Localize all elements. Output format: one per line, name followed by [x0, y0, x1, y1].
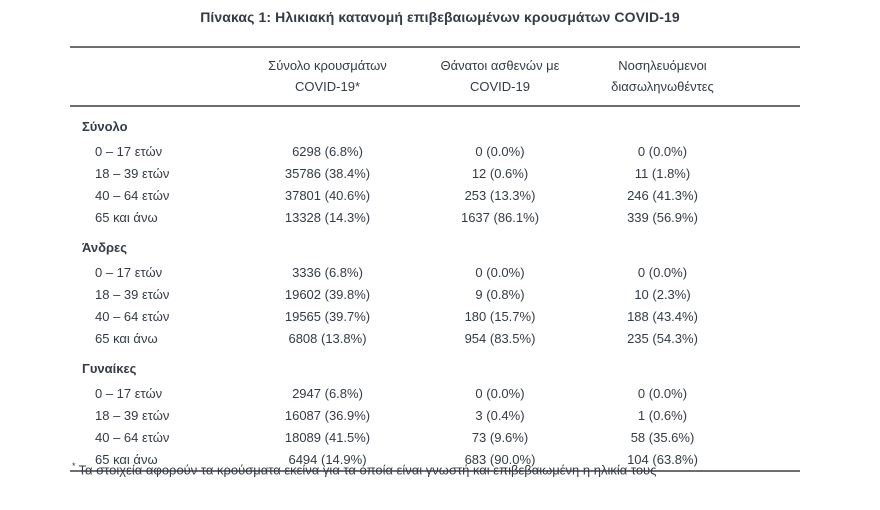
section-men: Άνδρες 0 – 17 ετών 3336 (6.8%) 0 (0.0%) … [70, 228, 800, 349]
cases-value: 6494 (14.9%) [288, 451, 367, 467]
column-header-cases-line2: COVID-19* [294, 79, 361, 94]
table-title: Πίνακας 1: Ηλικιακή κατανομή επιβεβαιωμέ… [200, 9, 680, 25]
table-row: 40 – 64 ετών 18089 (41.5%) 73 (9.6%) 58 … [70, 426, 800, 448]
section-header-women: Γυναίκες [70, 349, 800, 382]
section-header-men: Άνδρες [70, 228, 800, 261]
footnote-text: Τα στοιχεία αφορούν τα κρούσματα εκείνα … [78, 462, 657, 478]
age-group-label: 0 – 17 ετών [95, 143, 163, 159]
cases-value: 35786 (38.4%) [284, 165, 371, 181]
cases-value: 16087 (36.9%) [284, 407, 371, 423]
deaths-value: 9 (0.8%) [475, 286, 525, 302]
table-row: 0 – 17 ετών 6298 (6.8%) 0 (0.0%) 0 (0.0%… [70, 140, 800, 162]
header-spacer-cell [745, 47, 800, 106]
column-header-intubated: Νοσηλευόμενοι διασωληνωθέντες [580, 47, 745, 106]
cases-value: 13328 (14.3%) [284, 209, 371, 225]
table-row: 0 – 17 ετών 2947 (6.8%) 0 (0.0%) 0 (0.0%… [70, 382, 800, 404]
cases-value: 18089 (41.5%) [284, 429, 371, 445]
section-total: Σύνολο 0 – 17 ετών 6298 (6.8%) 0 (0.0%) … [70, 106, 800, 228]
table-row: 18 – 39 ετών 35786 (38.4%) 12 (0.6%) 11 … [70, 162, 800, 184]
section-title: Γυναίκες [82, 360, 137, 376]
age-group-label: 65 και άνω [95, 330, 158, 346]
age-group-label: 65 και άνω [95, 451, 158, 467]
intubated-value: 246 (41.3%) [627, 187, 698, 203]
table-row: 40 – 64 ετών 19565 (39.7%) 180 (15.7%) 1… [70, 305, 800, 327]
intubated-value: 104 (63.8%) [627, 451, 698, 467]
deaths-value: 0 (0.0%) [475, 385, 525, 401]
section-header-total: Σύνολο [70, 106, 800, 140]
column-header-cases: Σύνολο κρουσμάτων COVID-19* [235, 47, 420, 106]
deaths-value: 180 (15.7%) [464, 308, 536, 324]
age-group-label: 18 – 39 ετών [95, 407, 170, 423]
cases-value: 37801 (40.6%) [284, 187, 371, 203]
footnote: * Τα στοιχεία αφορούν τα κρούσματα εκείνα… [72, 458, 812, 478]
intubated-value: 0 (0.0%) [637, 264, 688, 280]
age-group-label: 18 – 39 ετών [95, 286, 170, 302]
intubated-value: 0 (0.0%) [637, 143, 688, 159]
deaths-value: 683 (90.0%) [464, 451, 536, 467]
column-header-intubated-line1: Νοσηλευόμενοι [618, 58, 707, 73]
column-header-deaths: Θάνατοι ασθενών με COVID-19 [420, 47, 580, 106]
deaths-value: 954 (83.5%) [464, 330, 536, 346]
footnote-marker: * [72, 461, 76, 471]
age-group-label: 65 και άνω [95, 209, 158, 225]
age-group-label: 40 – 64 ετών [95, 429, 170, 445]
deaths-value: 3 (0.4%) [475, 407, 525, 423]
column-header-cases-line1: Σύνολο κρουσμάτων [268, 58, 387, 73]
cases-value: 6808 (13.8%) [288, 330, 367, 346]
table-header: Σύνολο κρουσμάτων COVID-19* Θάνατοι ασθε… [70, 47, 800, 106]
table-row: 65 και άνω 6808 (13.8%) 954 (83.5%) 235 … [70, 327, 800, 349]
covid-age-distribution-table: Σύνολο κρουσμάτων COVID-19* Θάνατοι ασθε… [70, 46, 800, 472]
column-header-deaths-line2: COVID-19 [470, 79, 530, 94]
intubated-value: 58 (35.6%) [630, 429, 695, 445]
cases-value: 3336 (6.8%) [292, 264, 363, 280]
intubated-value: 0 (0.0%) [637, 385, 688, 401]
age-group-label: 40 – 64 ετών [95, 187, 170, 203]
table-row: 65 και άνω 13328 (14.3%) 1637 (86.1%) 33… [70, 206, 800, 228]
section-title: Σύνολο [82, 118, 128, 134]
age-group-label: 18 – 39 ετών [95, 165, 170, 181]
table-row: 0 – 17 ετών 3336 (6.8%) 0 (0.0%) 0 (0.0%… [70, 261, 800, 283]
intubated-value: 10 (2.3%) [634, 286, 691, 302]
column-header-intubated-line2: διασωληνωθέντες [611, 79, 714, 94]
age-group-label: 0 – 17 ετών [95, 264, 163, 280]
deaths-value: 0 (0.0%) [475, 264, 525, 280]
deaths-value: 0 (0.0%) [475, 143, 525, 159]
deaths-value: 1637 (86.1%) [460, 209, 540, 225]
table-row: 18 – 39 ετών 16087 (36.9%) 3 (0.4%) 1 (0… [70, 404, 800, 426]
cases-value: 6298 (6.8%) [292, 143, 363, 159]
deaths-value: 73 (9.6%) [471, 429, 529, 445]
section-women: Γυναίκες 0 – 17 ετών 2947 (6.8%) 0 (0.0%… [70, 349, 800, 471]
cases-value: 19565 (39.7%) [284, 308, 371, 324]
intubated-value: 188 (43.4%) [627, 308, 698, 324]
age-group-label: 40 – 64 ετών [95, 308, 170, 324]
section-title: Άνδρες [82, 239, 127, 255]
table-row: 65 και άνω 6494 (14.9%) 683 (90.0%) 104 … [70, 448, 800, 471]
header-empty-cell [70, 47, 235, 106]
header-row: Σύνολο κρουσμάτων COVID-19* Θάνατοι ασθε… [70, 47, 800, 106]
table-row: 40 – 64 ετών 37801 (40.6%) 253 (13.3%) 2… [70, 184, 800, 206]
intubated-value: 235 (54.3%) [627, 330, 698, 346]
intubated-value: 1 (0.6%) [637, 407, 688, 423]
table-row: 18 – 39 ετών 19602 (39.8%) 9 (0.8%) 10 (… [70, 283, 800, 305]
deaths-value: 253 (13.3%) [464, 187, 536, 203]
age-group-label: 0 – 17 ετών [95, 385, 163, 401]
cases-value: 19602 (39.8%) [284, 286, 371, 302]
intubated-value: 11 (1.8%) [634, 165, 691, 181]
deaths-value: 12 (0.6%) [471, 165, 529, 181]
intubated-value: 339 (56.9%) [627, 209, 698, 225]
column-header-deaths-line1: Θάνατοι ασθενών με [440, 58, 560, 73]
cases-value: 2947 (6.8%) [292, 385, 363, 401]
